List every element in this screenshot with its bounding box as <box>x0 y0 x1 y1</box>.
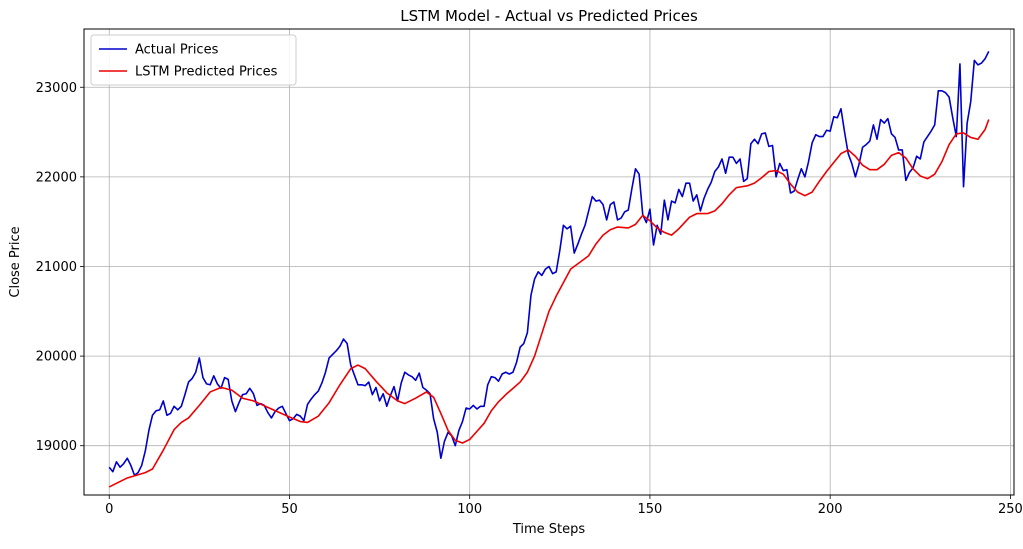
x-tick-label: 100 <box>457 502 482 517</box>
ticks: 0 50 100 150 200 250 19000 20000 21000 22000 23000 <box>36 81 1023 517</box>
x-tick-label: 150 <box>638 502 663 517</box>
legend-label: LSTM Predicted Prices <box>135 65 278 80</box>
y-tick-label: 23000 <box>36 81 77 96</box>
legend: Actual Prices LSTM Predicted Prices <box>90 34 297 86</box>
chart-title: LSTM Model - Actual vs Predicted Prices <box>400 7 698 25</box>
y-tick-label: 21000 <box>36 260 77 275</box>
series-line-predicted <box>108 119 990 488</box>
y-tick-label: 22000 <box>36 170 77 185</box>
y-tick-label: 19000 <box>36 439 77 454</box>
x-tick-label: 200 <box>818 502 843 517</box>
x-tick-label: 50 <box>281 502 298 517</box>
x-tick-label: 0 <box>105 502 113 517</box>
series-layer <box>108 51 990 488</box>
plot-frame <box>83 28 1015 496</box>
y-axis-title: Close Price <box>8 226 23 297</box>
x-axis-title: Time Steps <box>512 522 586 537</box>
legend-label: Actual Prices <box>135 43 219 58</box>
legend-box <box>90 34 297 86</box>
x-tick-label: 250 <box>998 502 1023 517</box>
y-tick-label: 20000 <box>36 350 77 365</box>
grid <box>84 29 1014 495</box>
